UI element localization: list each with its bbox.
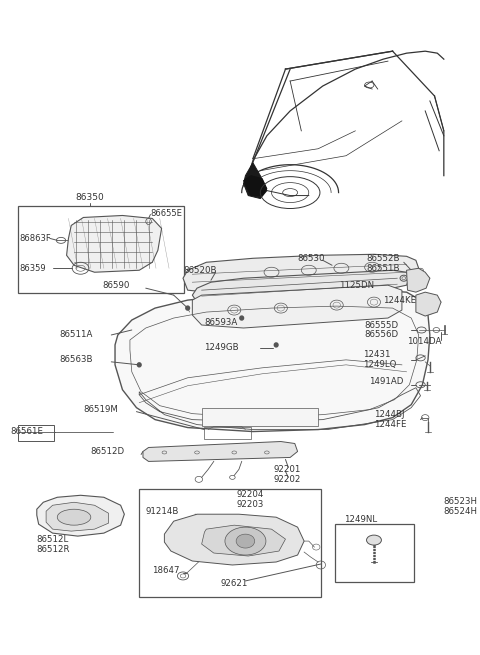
Text: 86519M: 86519M (84, 405, 118, 414)
Text: 1249LQ: 1249LQ (363, 360, 396, 369)
Circle shape (240, 316, 243, 320)
Text: 86511A: 86511A (59, 331, 93, 339)
Text: 86655E: 86655E (150, 209, 182, 218)
Bar (18, 206, 184, 293)
Text: 86523H: 86523H (444, 496, 478, 506)
Text: 86561E: 86561E (11, 427, 44, 436)
Polygon shape (407, 269, 430, 292)
Text: 86552B: 86552B (367, 253, 400, 263)
Bar (335, 524, 414, 582)
Text: 86563B: 86563B (59, 356, 93, 364)
Text: 86556D: 86556D (365, 331, 399, 339)
Polygon shape (115, 290, 430, 432)
Bar (202, 407, 318, 426)
Text: 86551B: 86551B (367, 264, 400, 272)
Polygon shape (243, 162, 267, 198)
Ellipse shape (57, 509, 91, 525)
Text: 92203: 92203 (236, 500, 264, 509)
Text: 86593A: 86593A (204, 318, 238, 327)
Text: 1244KE: 1244KE (384, 295, 417, 305)
Polygon shape (202, 525, 286, 556)
Text: 86520B: 86520B (183, 266, 216, 274)
Polygon shape (37, 495, 124, 536)
Text: 92621: 92621 (220, 580, 248, 588)
Polygon shape (67, 215, 162, 272)
Text: 91214B: 91214B (146, 507, 179, 515)
Circle shape (186, 306, 190, 310)
Text: 86512L: 86512L (37, 534, 69, 544)
Bar (139, 489, 321, 597)
Text: 18647: 18647 (152, 567, 180, 576)
Bar (18, 424, 54, 441)
Text: 86350: 86350 (75, 193, 104, 202)
Text: 1244FE: 1244FE (374, 420, 407, 429)
Text: 86524H: 86524H (444, 507, 478, 515)
Polygon shape (143, 441, 298, 461)
Circle shape (274, 343, 278, 347)
Ellipse shape (225, 527, 266, 555)
Text: 12431: 12431 (363, 350, 390, 360)
Text: 1491AD: 1491AD (369, 377, 404, 386)
Polygon shape (192, 285, 402, 328)
Text: 86359: 86359 (19, 264, 46, 272)
Text: 1244BJ: 1244BJ (374, 410, 405, 419)
Text: 86512D: 86512D (90, 447, 124, 456)
Polygon shape (192, 271, 409, 302)
Text: 1014DA: 1014DA (407, 337, 441, 346)
Ellipse shape (236, 534, 255, 548)
Polygon shape (183, 254, 419, 292)
Text: 1249NL: 1249NL (344, 515, 377, 524)
Polygon shape (416, 292, 441, 316)
Text: 86555D: 86555D (365, 320, 399, 329)
Circle shape (137, 363, 141, 367)
Polygon shape (46, 502, 108, 531)
Text: 86590: 86590 (102, 281, 130, 290)
Text: 86863F: 86863F (19, 234, 51, 243)
Polygon shape (243, 176, 267, 196)
Text: 86530: 86530 (298, 253, 325, 263)
Text: 1125DN: 1125DN (338, 281, 374, 290)
Ellipse shape (367, 535, 382, 545)
Text: 92204: 92204 (236, 490, 264, 499)
Text: 86512R: 86512R (37, 544, 70, 553)
Bar (204, 426, 251, 439)
Polygon shape (164, 514, 304, 565)
Text: 1249GB: 1249GB (204, 343, 239, 352)
Text: 92202: 92202 (274, 475, 301, 484)
Text: 92201: 92201 (274, 465, 301, 474)
